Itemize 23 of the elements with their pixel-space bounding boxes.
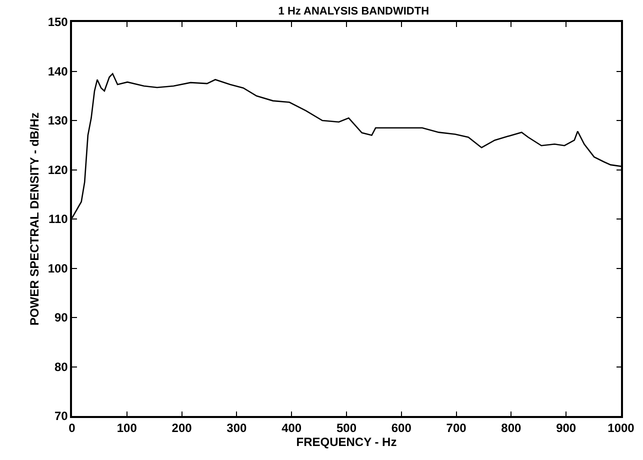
y-tick-label: 80 <box>54 360 68 374</box>
x-tick-label: 300 <box>226 421 248 436</box>
x-tick-label: 800 <box>501 421 522 436</box>
y-axis-title: POWER SPECTRAL DENSITY - dB/Hz <box>28 112 42 326</box>
y-tick-label: 150 <box>48 15 68 30</box>
y-tick-label: 130 <box>48 114 68 128</box>
x-axis-title: FREQUENCY - Hz <box>296 435 397 450</box>
y-tick-label: 110 <box>48 212 68 226</box>
x-tick-label: 600 <box>391 421 412 436</box>
y-tick-label: 100 <box>48 261 68 276</box>
x-tick-label: 400 <box>282 421 302 436</box>
x-tick-label: 500 <box>336 421 357 436</box>
x-tick-label: 900 <box>556 421 576 436</box>
x-tick-label: 0 <box>68 421 76 436</box>
y-tick-label: 140 <box>48 64 68 78</box>
chart-title: 1 Hz ANALYSIS BANDWIDTH <box>278 6 430 18</box>
x-tick-label: 200 <box>172 421 192 436</box>
y-tick-label: 90 <box>54 310 68 325</box>
x-tick-label: 100 <box>116 421 138 436</box>
x-tick-label: 700 <box>446 421 467 436</box>
y-tick-label: 120 <box>48 162 68 177</box>
x-tick-label: 1000 <box>608 421 635 436</box>
y-tick-label: 70 <box>54 409 68 424</box>
